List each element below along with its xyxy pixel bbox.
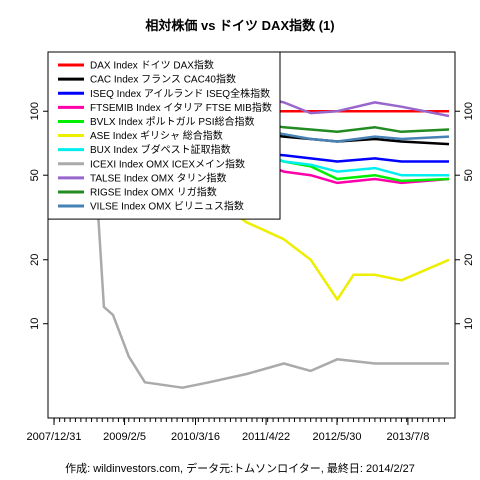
- legend-label: BUX Index ブダペスト証取指数: [90, 143, 231, 156]
- legend-label: ASE Index ギリシャ 総合指数: [90, 129, 223, 142]
- legend-label: DAX Index ドイツ DAX指数: [90, 59, 214, 72]
- x-tick-label: 2007/12/31: [26, 431, 81, 443]
- y-tick-label-right: 50: [463, 169, 475, 181]
- y-tick-label: 20: [29, 254, 41, 266]
- y-axis-right: 10 20 50 100: [455, 102, 475, 330]
- x-tick-label: 2013/7/8: [387, 431, 430, 443]
- y-tick-label: 10: [29, 318, 41, 330]
- legend-label: RIGSE Index OMX リガ指数: [90, 185, 217, 198]
- y-axis-left: 10 20 50 100: [29, 102, 48, 330]
- x-tick-label: 2012/5/30: [313, 431, 362, 443]
- x-axis: 2007/12/31 2009/2/5 2010/3/16 2011/4/22 2012…: [26, 418, 445, 443]
- legend-box: [47, 51, 281, 220]
- legend-label: FTSEMIB Index イタリア FTSE MIB指数: [90, 101, 272, 114]
- y-tick-label: 50: [29, 169, 41, 181]
- chart-footer: 作成: wildinvestors.com, データ元:トムソンロイター, 最終…: [65, 461, 415, 475]
- legend-label: VILSE Index OMX ビリニュス指数: [90, 200, 244, 213]
- legend-label: CAC Index フランス CAC40指数: [90, 73, 236, 86]
- legend-label: TALSE Index OMX タリン指数: [90, 171, 227, 184]
- y-tick-label-right: 10: [463, 318, 475, 330]
- legend-label: ISEQ Index アイルランド ISEQ全株指数: [90, 87, 270, 100]
- y-tick-label-right: 20: [463, 254, 475, 266]
- x-tick-label: 2010/3/16: [171, 431, 220, 443]
- x-tick-label: 2011/4/22: [242, 431, 290, 443]
- y-tick-label: 100: [29, 102, 41, 120]
- x-tick-label: 2009/2/5: [103, 431, 146, 443]
- chart-title: 相対株価 vs ドイツ DAX指数 (1): [145, 18, 334, 33]
- legend-label: BVLX Index ポルトガル PSI総合指数: [90, 115, 255, 128]
- legend-label: ICEXI Index OMX ICEXメイン指数: [90, 157, 245, 170]
- y-tick-label-right: 100: [463, 102, 475, 120]
